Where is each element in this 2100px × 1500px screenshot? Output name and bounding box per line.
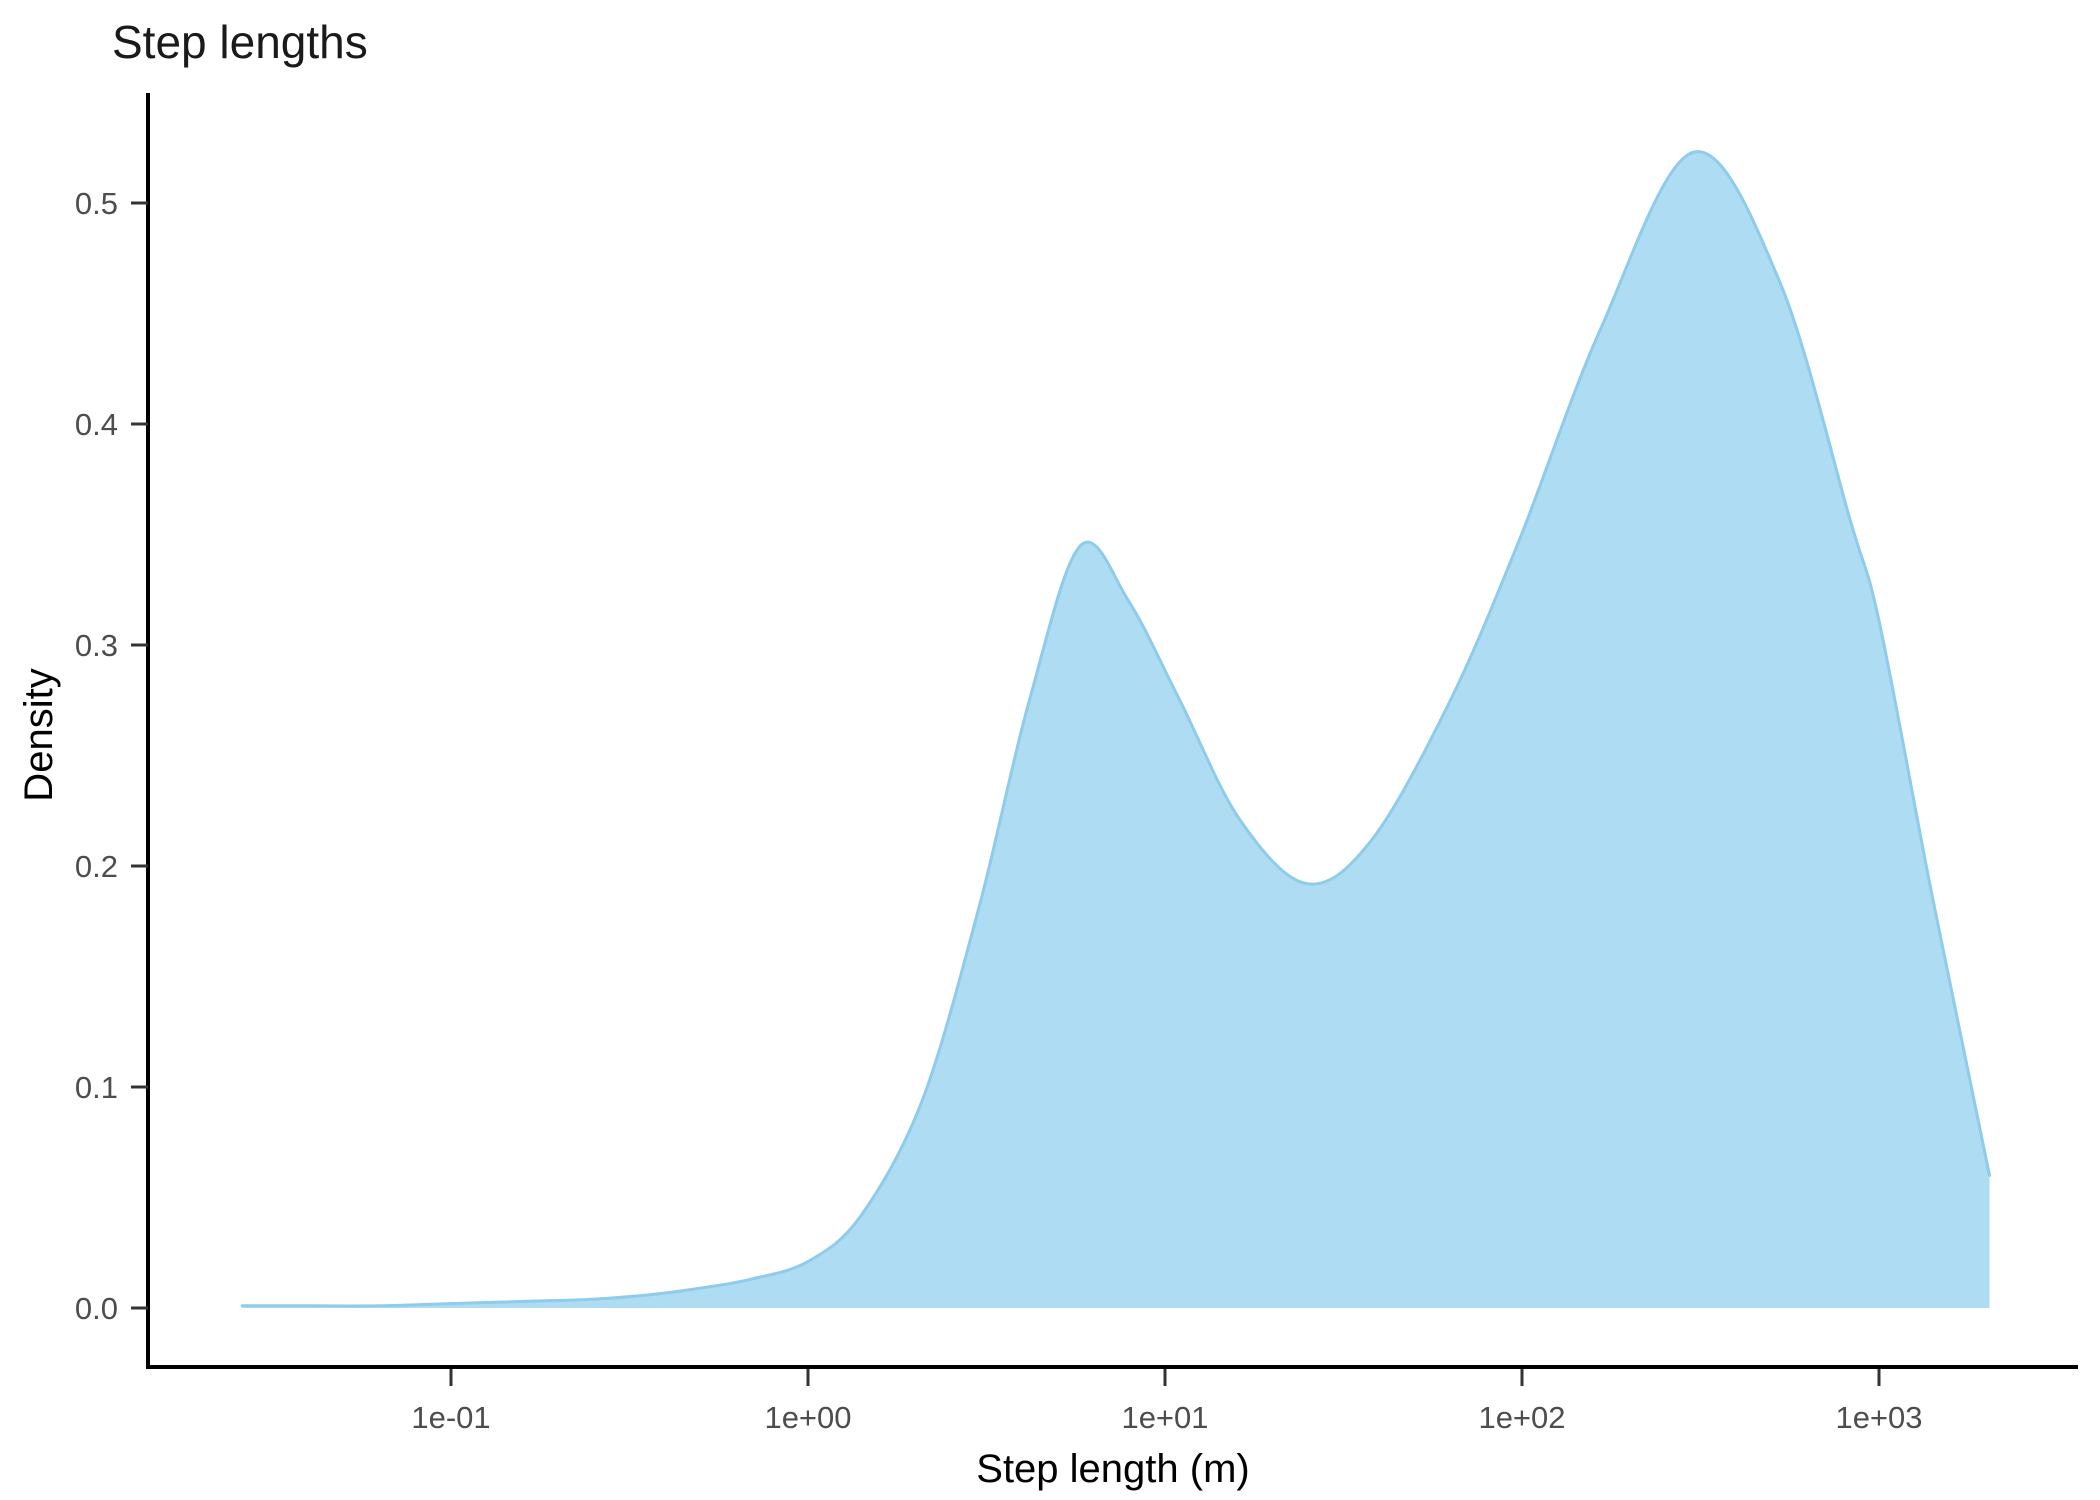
y-tick-label: 0.1 (75, 1070, 118, 1105)
y-tick-label: 0.3 (75, 628, 118, 663)
x-tick-label: 1e-01 (411, 1400, 490, 1435)
plot-title: Step lengths (112, 16, 368, 68)
x-tick-label: 1e+00 (764, 1400, 851, 1435)
y-tick-label: 0.0 (75, 1291, 118, 1326)
density-outline (240, 150, 1991, 1308)
y-axis-ticks (131, 201, 148, 1310)
y-tick-label: 0.4 (75, 407, 118, 442)
x-axis-title: Step length (m) (976, 1447, 1249, 1491)
density-area (242, 151, 1990, 1308)
x-axis-ticks (449, 1369, 1881, 1386)
y-axis-title: Density (17, 668, 61, 801)
y-tick-label: 0.2 (75, 849, 118, 884)
x-axis-tick-labels: 1e-01 1e+00 1e+01 1e+02 1e+03 (411, 1400, 1922, 1435)
x-tick-label: 1e+03 (1835, 1400, 1922, 1435)
x-tick-label: 1e+01 (1121, 1400, 1208, 1435)
x-tick-label: 1e+02 (1478, 1400, 1565, 1435)
y-tick-label: 0.5 (75, 186, 118, 221)
y-axis-tick-labels: 0.0 0.1 0.2 0.3 0.4 0.5 (75, 186, 118, 1326)
